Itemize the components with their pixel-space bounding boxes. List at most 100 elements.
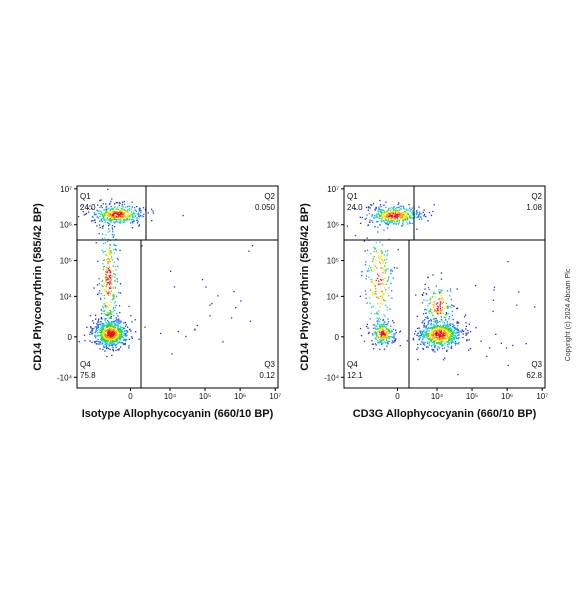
- event-dot: [445, 324, 447, 326]
- event-dot: [105, 329, 107, 331]
- event-dot: [101, 330, 103, 332]
- event-dot: [450, 328, 452, 330]
- event-dot: [107, 336, 109, 338]
- event-dot: [378, 317, 380, 319]
- event-dot: [443, 324, 445, 327]
- event-dot: [495, 333, 497, 335]
- event-dot: [404, 218, 406, 220]
- event-dot: [391, 331, 393, 333]
- event-dot: [95, 213, 97, 216]
- event-dot: [379, 326, 381, 328]
- event-dot: [107, 322, 109, 324]
- event-dot: [123, 220, 125, 222]
- event-dot: [134, 213, 136, 215]
- event-dot: [365, 261, 367, 263]
- event-dot: [411, 211, 413, 213]
- event-dot: [116, 216, 118, 218]
- event-dot: [396, 215, 398, 217]
- event-dot: [129, 329, 131, 331]
- event-dot: [109, 333, 111, 336]
- event-dot: [386, 339, 388, 341]
- event-dot: [441, 303, 443, 305]
- event-dot: [393, 341, 395, 343]
- event-dot: [112, 349, 114, 351]
- event-dot: [101, 328, 104, 330]
- event-dot: [96, 340, 98, 342]
- event-dot: [106, 341, 108, 343]
- event-dot: [121, 342, 123, 344]
- event-dot: [372, 343, 374, 345]
- event-dot: [516, 304, 518, 306]
- event-dot: [103, 215, 105, 218]
- event-dot: [419, 216, 421, 218]
- event-dot: [448, 328, 450, 330]
- event-dot: [182, 214, 184, 217]
- event-dot: [399, 209, 401, 211]
- event-dot: [387, 343, 389, 345]
- event-dot: [456, 288, 458, 290]
- event-dot: [113, 320, 116, 323]
- event-dot: [114, 344, 116, 346]
- event-dot: [448, 324, 450, 326]
- event-dot: [110, 312, 112, 314]
- event-dot: [105, 306, 107, 308]
- event-dot: [396, 214, 398, 216]
- event-dot: [431, 348, 433, 351]
- event-dot: [441, 333, 444, 336]
- event-dot: [444, 319, 447, 322]
- event-dot: [101, 342, 104, 344]
- event-dot: [433, 321, 435, 323]
- event-dot: [417, 358, 419, 361]
- event-dot: [119, 220, 121, 223]
- event-dot: [112, 306, 115, 309]
- event-dot: [110, 252, 113, 254]
- event-dot: [112, 340, 114, 343]
- event-dot: [123, 334, 125, 337]
- event-dot: [101, 335, 104, 337]
- event-dot: [402, 219, 404, 221]
- event-dot: [434, 344, 436, 347]
- event-dot: [107, 261, 109, 263]
- event-dot: [121, 216, 123, 218]
- event-dot: [106, 205, 108, 208]
- event-dot: [138, 225, 140, 227]
- event-dot: [104, 209, 106, 211]
- event-dot: [384, 329, 387, 331]
- event-dot: [493, 289, 495, 291]
- event-dot: [118, 214, 120, 216]
- event-dot: [387, 212, 390, 214]
- event-dot: [119, 202, 121, 205]
- event-dot: [106, 338, 108, 340]
- event-dot: [434, 320, 436, 322]
- event-dot: [448, 338, 450, 340]
- event-dot: [103, 259, 106, 261]
- event-dot: [454, 328, 456, 330]
- event-dot: [119, 283, 122, 285]
- event-dot: [370, 204, 372, 206]
- event-dot: [83, 214, 85, 216]
- event-dot: [378, 256, 380, 259]
- event-dot: [396, 220, 399, 222]
- event-dot: [398, 212, 400, 214]
- event-dot: [383, 254, 385, 256]
- event-dot: [394, 214, 397, 216]
- event-dot: [438, 343, 440, 345]
- event-dot: [396, 216, 398, 218]
- event-dot: [96, 209, 98, 211]
- event-dot: [113, 302, 116, 304]
- event-dot: [376, 320, 378, 322]
- event-dot: [102, 338, 104, 340]
- event-dot: [111, 215, 113, 218]
- event-dot: [112, 229, 114, 231]
- event-dot: [114, 206, 116, 209]
- event-dot: [423, 322, 425, 324]
- event-dot: [432, 274, 434, 276]
- event-dot: [379, 209, 381, 211]
- event-dot: [110, 311, 112, 313]
- event-dot: [118, 333, 120, 336]
- event-dot: [116, 341, 118, 343]
- event-dot: [382, 271, 384, 274]
- event-dot: [110, 335, 113, 337]
- event-dot: [121, 216, 123, 218]
- event-dot: [388, 238, 390, 240]
